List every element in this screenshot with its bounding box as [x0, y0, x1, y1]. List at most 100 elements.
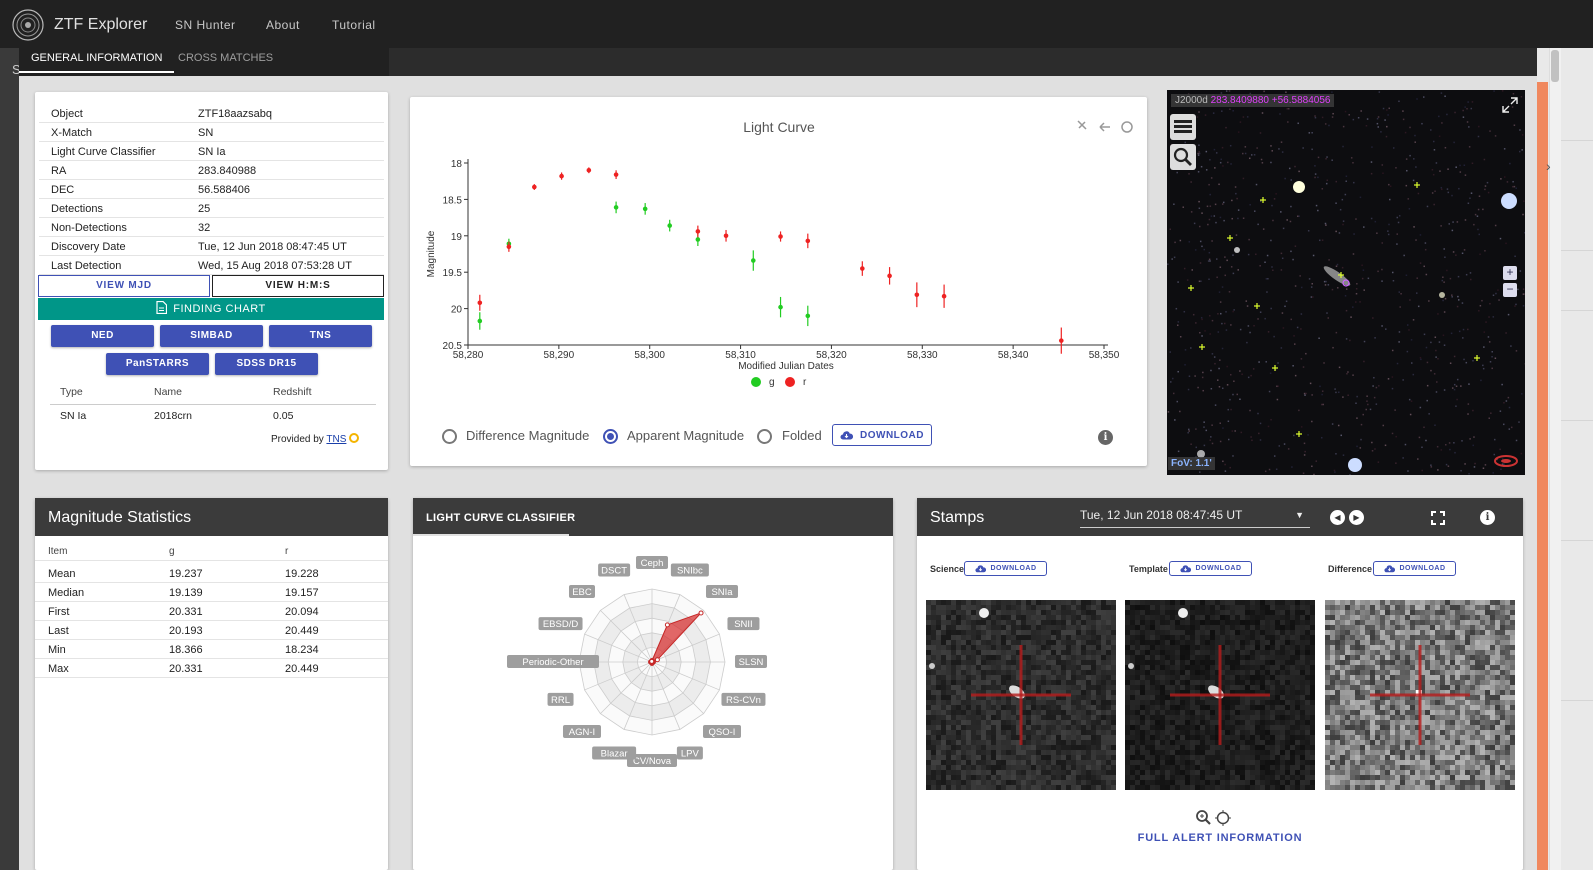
data-point-r[interactable] [941, 284, 947, 308]
sky-viewer[interactable]: J2000d 283.8409880 +56.5884056 + − FoV: … [1167, 90, 1525, 475]
brand[interactable]: ZTF Explorer [12, 9, 147, 41]
apparent-magnitude-label[interactable]: Apparent Magnitude [627, 428, 745, 443]
catalog-marker[interactable] [1414, 182, 1420, 188]
data-point-r[interactable] [914, 282, 920, 308]
template-download-button[interactable]: DOWNLOAD [1169, 561, 1252, 576]
view-mjd-button[interactable]: VIEW MJD [38, 275, 210, 297]
catalog-marker[interactable] [1199, 344, 1205, 350]
tns-button[interactable]: TNS [269, 325, 372, 347]
legend-marker[interactable] [785, 377, 795, 387]
info-key: Non-Detections [51, 222, 127, 234]
data-point-r[interactable] [778, 231, 783, 242]
difference-download-button[interactable]: DOWNLOAD [1373, 561, 1456, 576]
tab-light-curve-classifier[interactable]: LIGHT CURVE CLASSIFIER [426, 512, 576, 524]
zoom-in-icon[interactable] [1196, 810, 1211, 825]
zoom-select-icon[interactable] [1077, 120, 1087, 130]
sdss-dr15-button[interactable]: SDSS DR15 [215, 353, 318, 375]
stamps-info-icon[interactable]: i [1480, 510, 1495, 525]
fullscreen-icon[interactable] [1501, 96, 1519, 114]
nav-tutorial[interactable]: Tutorial [332, 18, 376, 32]
folded-radio[interactable] [757, 429, 772, 444]
data-point-r[interactable] [1058, 327, 1064, 354]
stats-row: Min 18.366 18.234 [35, 640, 388, 659]
full-alert-information-link[interactable]: FULL ALERT INFORMATION [1137, 832, 1303, 844]
refresh-icon[interactable] [1121, 121, 1133, 133]
data-point-g[interactable] [805, 305, 811, 327]
data-point-g[interactable] [477, 312, 483, 330]
difference-stamp-image[interactable] [1325, 600, 1515, 790]
tab-general-information[interactable]: GENERAL INFORMATION [19, 51, 175, 73]
simbad-button[interactable]: SIMBAD [160, 325, 263, 347]
tab-cross-matches[interactable]: CROSS MATCHES [178, 52, 274, 64]
nav-about[interactable]: About [266, 18, 300, 32]
classifier-radar-chart[interactable]: Ceph SNIbc SNIa SNII SLSN RS-CVn QSO-I LPV CV/No… [413, 536, 893, 870]
stamp-date-select[interactable]: Tue, 12 Jun 2018 08:47:45 UT ▼ [1080, 508, 1310, 528]
data-point-r[interactable] [532, 184, 537, 190]
data-point-r[interactable] [887, 267, 892, 285]
previous-stamp-button[interactable]: ◀ [1330, 510, 1345, 525]
stats-cell: Median [48, 587, 85, 599]
catalog-marker[interactable] [1296, 431, 1302, 437]
radar-point[interactable] [698, 610, 704, 616]
light-curve-chart[interactable]: Light Curve 58,280 58,290 58,300 58,310 58,32… [410, 97, 1147, 397]
folded-label[interactable]: Folded [782, 428, 822, 443]
difference-magnitude-radio[interactable] [442, 429, 457, 444]
data-point-r[interactable] [860, 261, 865, 276]
zoom-out-button[interactable]: − [1503, 283, 1517, 297]
difference-magnitude-label[interactable]: Difference Magnitude [466, 428, 590, 443]
light-curve-download-label: DOWNLOAD [860, 429, 924, 441]
tns-link[interactable]: TNS [326, 434, 347, 445]
data-point-r[interactable] [723, 229, 729, 242]
data-point-r[interactable] [613, 170, 619, 180]
back-arrow-icon[interactable] [1099, 122, 1110, 132]
stats-row: Mean 19.237 19.228 [35, 564, 388, 583]
catalog-marker[interactable] [1260, 197, 1266, 203]
light-curve-download-button[interactable]: DOWNLOAD [832, 424, 932, 446]
radar-point[interactable] [664, 622, 670, 628]
sky-search-button[interactable] [1170, 144, 1196, 170]
view-hms-button[interactable]: VIEW H:M:S [212, 275, 384, 297]
info-icon[interactable]: i [1098, 430, 1113, 445]
legend-marker[interactable] [751, 377, 761, 387]
layers-button[interactable] [1170, 114, 1196, 140]
catalog-marker[interactable] [1338, 272, 1344, 278]
radar-point[interactable] [654, 657, 660, 663]
apparent-magnitude-radio[interactable] [603, 429, 618, 444]
ned-button[interactable]: NED [51, 325, 154, 347]
catalog-marker[interactable] [1272, 365, 1278, 371]
data-point-g[interactable] [642, 203, 648, 215]
nav-sn-hunter[interactable]: SN Hunter [175, 18, 236, 32]
expand-icon[interactable] [1431, 511, 1445, 525]
tns-attribution: Provided by TNS [271, 433, 360, 445]
data-point-g[interactable] [778, 296, 783, 318]
data-point-r[interactable] [586, 167, 592, 174]
data-point-g[interactable] [667, 219, 673, 232]
data-point-r[interactable] [805, 233, 811, 249]
data-point-r[interactable] [695, 225, 701, 238]
finding-chart-button[interactable]: FINDING CHART [38, 298, 384, 320]
radar-point[interactable] [649, 658, 655, 664]
zoom-in-button[interactable]: + [1503, 266, 1517, 280]
y-tick-label: 18 [451, 159, 463, 170]
catalog-marker[interactable] [1474, 355, 1480, 361]
catalog-marker[interactable] [1227, 235, 1233, 241]
template-stamp-image[interactable] [1125, 600, 1315, 790]
data-point-r[interactable] [506, 241, 512, 252]
science-stamp-image[interactable] [926, 600, 1116, 790]
scrollbar[interactable] [1549, 48, 1561, 870]
chevron-right-icon[interactable]: › [1546, 158, 1551, 174]
scrollbar-thumb[interactable] [1551, 50, 1559, 82]
science-download-button[interactable]: DOWNLOAD [964, 561, 1047, 576]
panstarrs-button[interactable]: PanSTARRS [106, 353, 209, 375]
catalog-marker[interactable] [1188, 285, 1194, 291]
data-point-g[interactable] [750, 250, 756, 271]
crosshair-icon[interactable] [1215, 810, 1231, 826]
data-point-r[interactable] [477, 294, 483, 311]
info-row: Detections 25 [39, 199, 384, 218]
catalog-marker[interactable] [1254, 303, 1260, 309]
next-stamp-button[interactable]: ▶ [1349, 510, 1364, 525]
sky-image[interactable] [1167, 90, 1525, 475]
data-point-g[interactable] [613, 201, 619, 214]
data-point-r[interactable] [559, 172, 564, 180]
class-label: SLSN [735, 655, 767, 668]
